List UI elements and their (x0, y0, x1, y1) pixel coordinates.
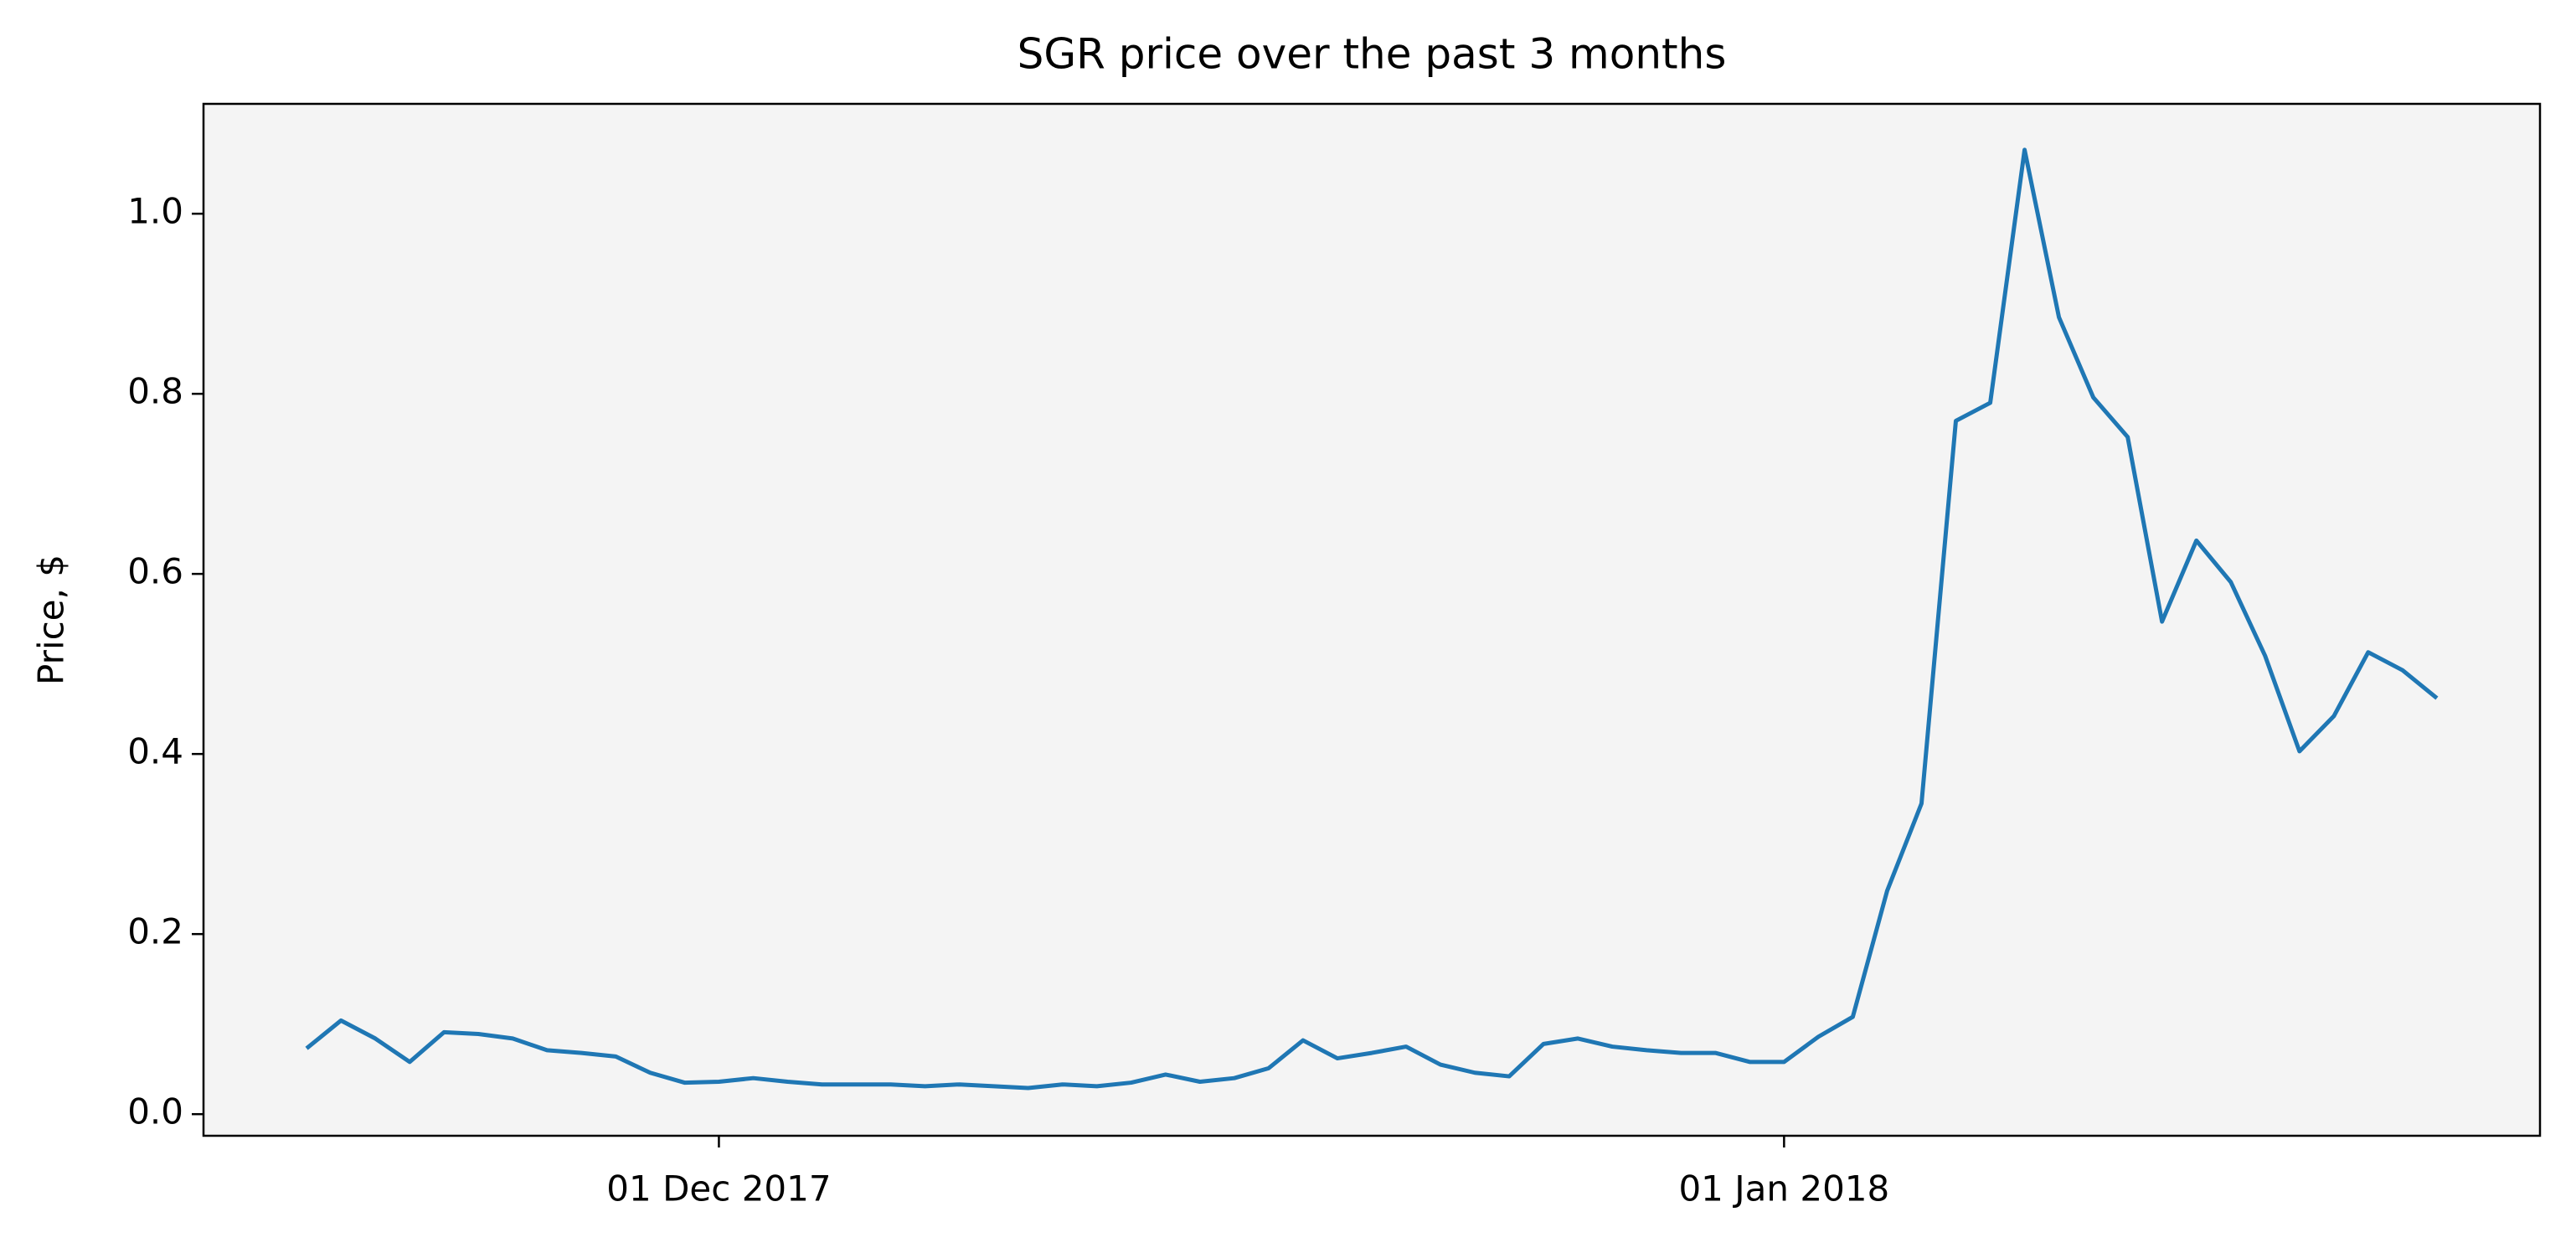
y-tick-label: 0.0 (127, 1091, 183, 1132)
plot-frame (202, 102, 2542, 1137)
y-tick-label: 0.4 (127, 731, 183, 772)
plot-area (204, 104, 2540, 1136)
x-tick-label: 01 Jan 2018 (1678, 1168, 1889, 1209)
y-tick-label: 0.8 (127, 371, 183, 412)
price-line (305, 147, 2439, 1091)
y-tick-label: 0.2 (127, 911, 183, 952)
x-tick-label: 01 Dec 2017 (606, 1168, 831, 1209)
y-tick-label: 1.0 (127, 191, 183, 232)
y-tick-label: 0.6 (127, 551, 183, 592)
chart-title: SGR price over the past 3 months (1018, 30, 1727, 79)
y-axis-label: Price, $ (31, 554, 72, 685)
